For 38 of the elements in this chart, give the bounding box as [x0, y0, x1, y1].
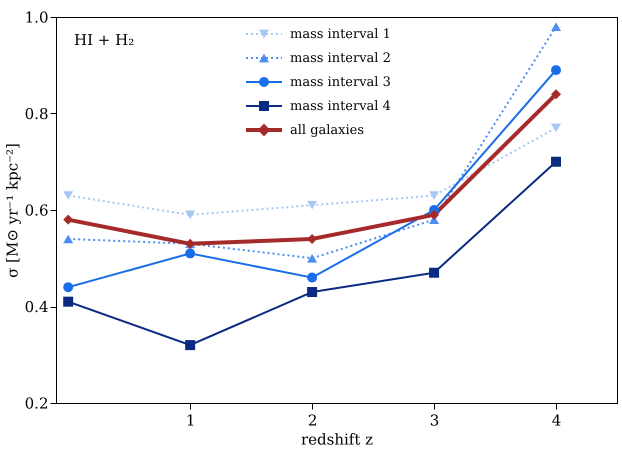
y-tick-label: 0.6	[24, 202, 48, 220]
point	[429, 210, 440, 220]
y-axis-title: σ [M⊙ yr⁻¹ kpc⁻²]	[4, 143, 22, 278]
x-tick-label: 1	[186, 412, 196, 430]
point	[307, 234, 318, 244]
y-tick-label: 0.4	[24, 298, 48, 316]
point	[551, 89, 562, 100]
y-tick-label: 0.8	[24, 105, 48, 123]
point	[307, 254, 318, 263]
point	[63, 191, 74, 200]
point	[307, 287, 318, 298]
point	[63, 296, 74, 307]
point	[429, 268, 440, 278]
annotation: HI + H₂	[74, 31, 134, 49]
point	[307, 272, 318, 283]
x-tick-label: 4	[552, 412, 562, 430]
point	[307, 200, 318, 210]
point	[551, 65, 562, 76]
point	[185, 210, 196, 220]
point	[551, 156, 562, 167]
point	[429, 191, 440, 200]
x-tick-label: 3	[430, 412, 440, 430]
legend-label: mass interval 1	[290, 27, 391, 42]
point	[63, 282, 74, 292]
point	[551, 22, 562, 31]
y-tick-label: 1.0	[24, 8, 48, 26]
x-axis-title: redshift z	[300, 430, 374, 448]
legend-label: mass interval 3	[290, 75, 391, 90]
y-tick-label: 0.2	[24, 394, 48, 412]
point	[185, 248, 196, 258]
point	[63, 234, 74, 244]
legend-label: all galaxies	[290, 123, 364, 138]
point	[63, 214, 74, 225]
x-tick-label: 2	[308, 412, 318, 430]
legend-label: mass interval 2	[290, 51, 391, 66]
point	[551, 124, 562, 132]
legend-label: mass interval 4	[290, 99, 391, 114]
point	[185, 340, 196, 350]
